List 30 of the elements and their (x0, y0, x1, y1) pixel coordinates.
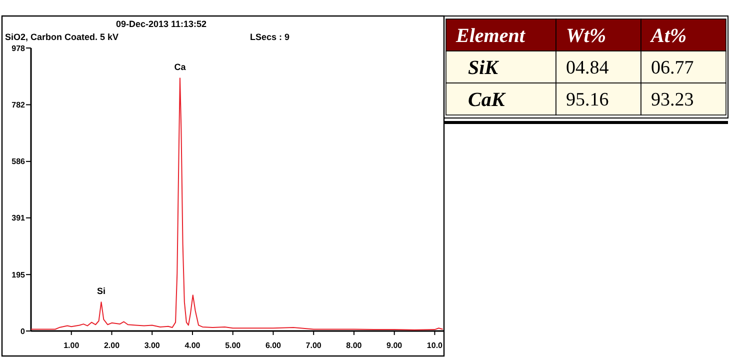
text: At% (649, 25, 687, 47)
annotation: Ca (174, 62, 187, 72)
x-tick-label: 6.00 (265, 341, 282, 350)
text: Wt% (566, 25, 606, 47)
x-tick-label: 7.00 (306, 341, 322, 350)
x-tick-label: 1.00 (64, 341, 80, 350)
text: Element (455, 25, 526, 47)
y-tick-label: 782 (12, 100, 26, 110)
x-tick-label: 8.00 (346, 341, 362, 350)
text: LSecs : 9 (250, 32, 290, 42)
x-tick-label: 5.00 (225, 341, 242, 350)
text: CaK (468, 89, 506, 111)
text: SiK (468, 57, 500, 79)
x-tick-label: 4.00 (184, 341, 201, 350)
y-tick-label: 0 (20, 326, 26, 336)
text: 04.84 (566, 58, 610, 79)
y-tick-label: 391 (12, 214, 26, 223)
chart-subtitle: SiO2, Carbon Coated. 5 kV (5, 32, 119, 42)
annotation: Si (96, 286, 106, 296)
x-tick-label: 9.00 (386, 341, 403, 350)
y-tick-label: 586 (12, 157, 26, 166)
text: 93.23 (651, 90, 694, 111)
y-tick-label: 978 (12, 44, 26, 53)
y-tick-label: 195 (12, 270, 26, 280)
chart-title: 09-Dec-2013 11:13:52 (116, 19, 207, 29)
x-tick-label: 3.00 (144, 341, 160, 350)
text: 06.77 (651, 58, 694, 79)
text: 95.16 (566, 90, 609, 111)
x-tick-label: 2.00 (104, 341, 120, 350)
x-tick-label: 10.0 (426, 341, 444, 350)
